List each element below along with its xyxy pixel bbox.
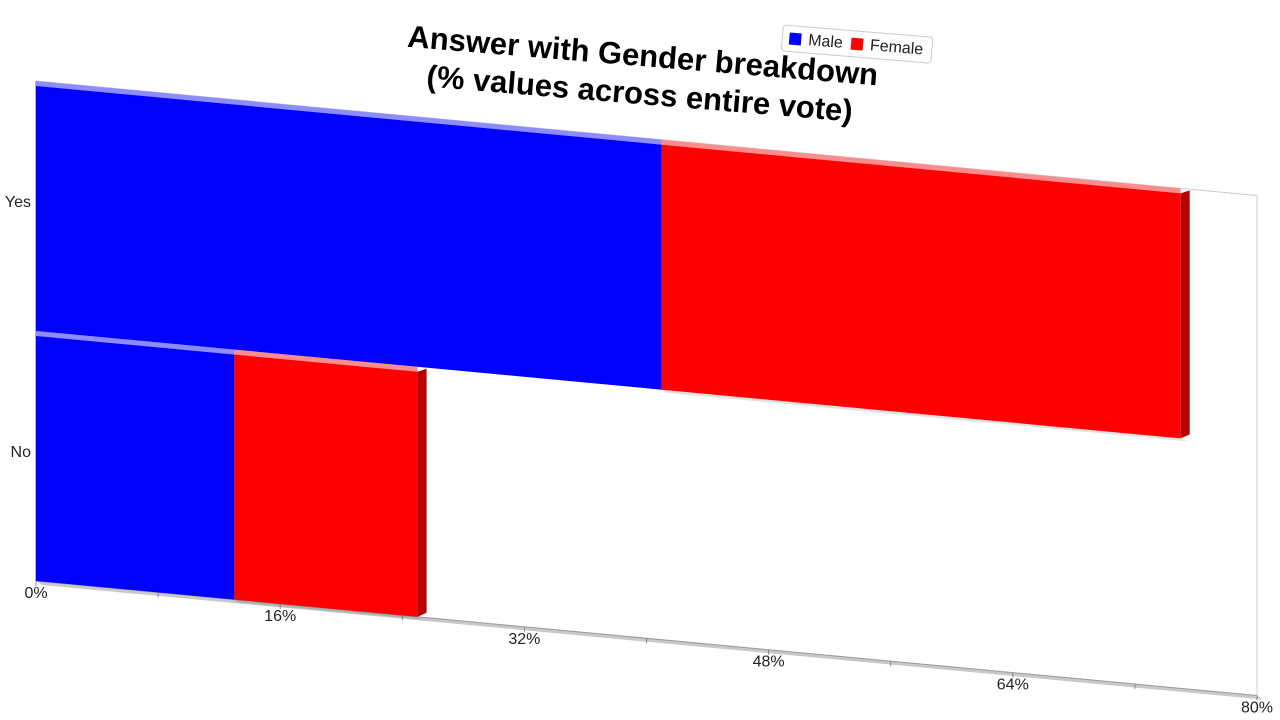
x-tick-label: 80%: [1241, 700, 1273, 717]
legend-swatch-male: [788, 32, 802, 46]
bar-top-male-no: [36, 331, 235, 356]
x-tick-label: 64%: [997, 677, 1029, 694]
legend-swatch-female: [850, 37, 864, 51]
bars: [36, 81, 1190, 620]
legend: Male Female: [781, 24, 934, 64]
bar-male-yes: [36, 86, 662, 390]
bar-female-no: [234, 354, 418, 617]
x-tick-label: 16%: [264, 608, 296, 625]
bar-shadow-yes: [661, 389, 1189, 442]
x-tick-label: 48%: [753, 654, 785, 671]
bar-male-no: [36, 336, 235, 600]
plot-floor: [36, 581, 1263, 700]
y-tick-label-yes: Yes: [5, 194, 31, 211]
bar-shadow-no: [234, 599, 426, 620]
bar-top-female-yes: [661, 139, 1181, 195]
x-tick-label: 0%: [24, 585, 47, 602]
y-tick-labels: Yes No: [5, 194, 31, 461]
bar-female-yes: [661, 144, 1181, 439]
bar-side-no: [417, 368, 427, 617]
legend-label-female: Female: [869, 37, 924, 58]
x-tick-label: 32%: [508, 631, 540, 648]
legend-label-male: Male: [808, 32, 844, 52]
bar-side-yes: [1180, 190, 1190, 439]
bar-top-male-yes: [36, 81, 662, 146]
x-ticks: 0% 16% 32% 48% 64% 80%: [24, 581, 1273, 717]
bar-top-female-no: [234, 349, 418, 373]
y-tick-label-no: No: [11, 444, 32, 461]
